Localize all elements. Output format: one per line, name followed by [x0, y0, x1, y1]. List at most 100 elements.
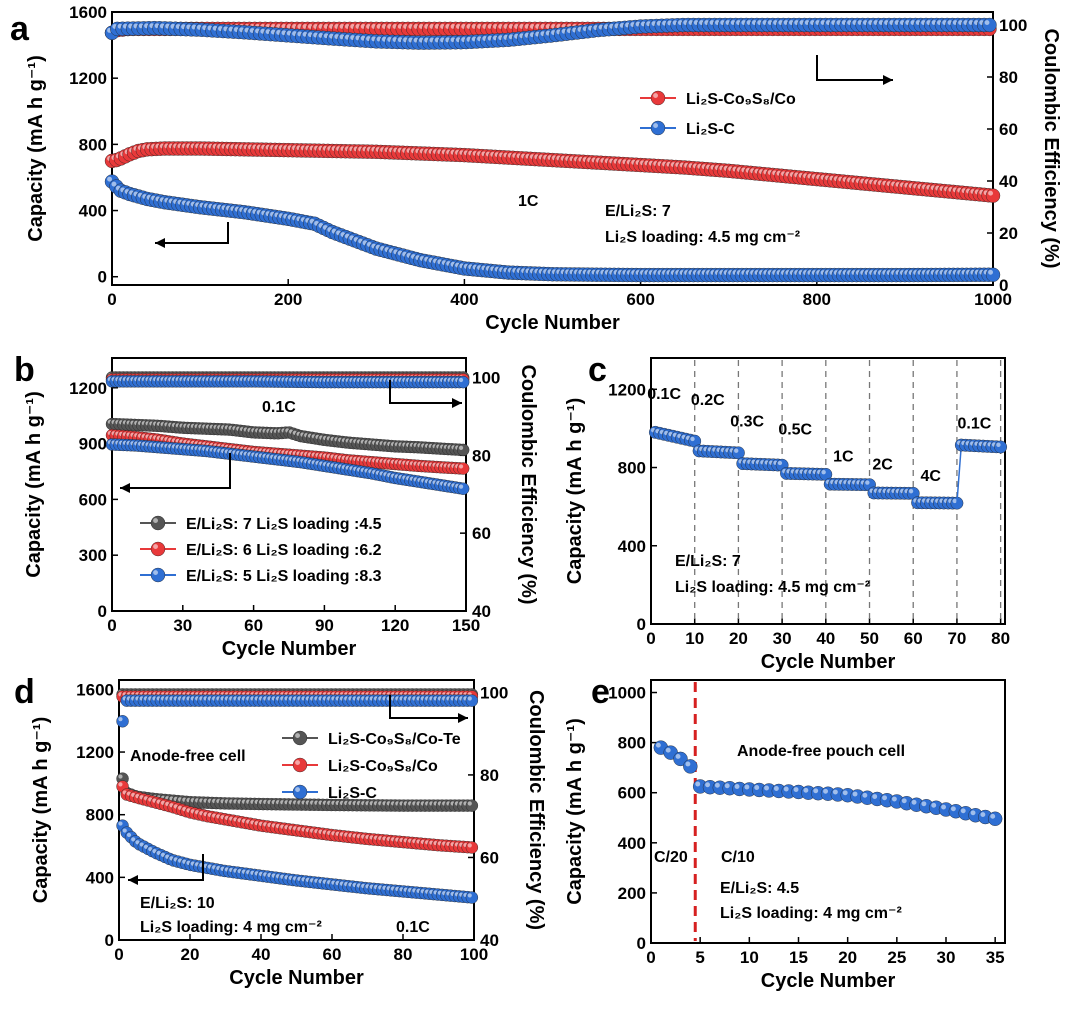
c-xtick-label: 70	[947, 629, 966, 648]
d-rate-label: 0.1C	[396, 919, 430, 936]
e-ytick-label: 800	[618, 734, 646, 753]
b-xtick-label: 60	[244, 616, 263, 635]
a-left-axis-arrow-head	[155, 238, 165, 248]
e-point-shine	[675, 754, 681, 759]
c-rate-label: 0.1C	[647, 386, 681, 403]
e-point	[987, 811, 1003, 826]
d-legend-marker	[292, 784, 308, 800]
e-xtick-label: 20	[838, 948, 857, 967]
d-y2tick-label: 100	[480, 683, 508, 702]
b-legend-marker-shine	[153, 518, 158, 523]
e-point-shine	[842, 790, 848, 796]
d-blue-point-shine	[122, 828, 127, 833]
d-blue-point-shine	[118, 821, 123, 826]
d-y2tick-label: 80	[480, 766, 499, 785]
e-point-shine	[773, 786, 779, 791]
a-y2tick-label: 80	[999, 68, 1018, 87]
b-ytick-label: 900	[79, 435, 107, 454]
panel-label-e: e	[591, 673, 610, 711]
e-point-shine	[714, 782, 720, 788]
b-red-point-shine	[458, 464, 464, 469]
b-blue-point	[456, 482, 470, 495]
d-right-axis-arrow-head	[458, 713, 468, 723]
e-point-shine	[793, 787, 799, 792]
a-y2tick-label: 40	[999, 172, 1018, 191]
b-blue-point-shine	[458, 484, 464, 489]
c-xtick-label: 80	[991, 629, 1010, 648]
b-rate-label: 0.1C	[262, 399, 296, 416]
e-ytick-label: 600	[618, 784, 646, 803]
d-blue-point	[465, 694, 479, 707]
a-y2tick-label: 60	[999, 120, 1018, 139]
c-xtick-label: 0	[646, 629, 655, 648]
d-gray-point	[465, 799, 479, 812]
a-red-point	[985, 188, 1001, 203]
b-y2label: Coulombic Efficiency (%)	[517, 364, 539, 604]
e-point	[683, 759, 698, 774]
c-ytick-label: 800	[618, 459, 646, 478]
d-red-point-shine	[118, 782, 123, 787]
d-legend-marker-shine	[295, 787, 300, 792]
a-blue-point-shine	[111, 181, 117, 187]
d-ratio-label: E/Li₂S: 10	[140, 895, 215, 912]
a-legend-label: Li₂S-Co₉S₈/Co	[686, 91, 796, 108]
e-point-shine	[891, 796, 897, 802]
e-xlabel: Cycle Number	[761, 970, 896, 992]
c-ylabel: Capacity (mA h g⁻¹)	[564, 398, 586, 585]
a-xtick-label: 400	[450, 290, 478, 309]
d-ytick-label: 400	[86, 868, 114, 887]
a-ytick-label: 800	[79, 135, 107, 154]
d-cell-label: Anode-free cell	[130, 748, 246, 765]
a-frame	[111, 11, 994, 286]
e-title-label: Anode-free pouch cell	[737, 743, 905, 760]
a-ratio-label: E/Li₂S: 7	[605, 203, 671, 220]
b-y2tick-label: 80	[472, 446, 491, 465]
panel-label-a: a	[10, 10, 30, 48]
a-y2tick-label: 100	[999, 16, 1027, 35]
e-xtick-label: 35	[986, 948, 1005, 967]
b-blue-point-shine	[458, 377, 464, 383]
d-left-axis-arrow-head	[128, 875, 138, 885]
b-xtick-label: 120	[381, 616, 409, 635]
c-point-shine	[690, 436, 695, 442]
b-legend-label: E/Li₂S: 5 Li₂S loading :8.3	[186, 568, 382, 585]
c-point-shine	[865, 480, 870, 485]
a-loading-label: Li₂S loading: 4.5 mg cm⁻²	[605, 229, 800, 246]
d-loading-label: Li₂S loading: 4 mg cm⁻²	[140, 919, 322, 936]
e-xtick-label: 0	[646, 948, 655, 967]
c-point-shine	[996, 442, 1001, 447]
b-xtick-label: 0	[107, 616, 116, 635]
a-y2tick-label: 20	[999, 224, 1018, 243]
e-point-shine	[734, 784, 740, 789]
d-ytick-label: 1200	[76, 743, 114, 762]
c-xtick-label: 10	[685, 629, 704, 648]
c-point-shine	[821, 470, 826, 475]
c-ytick-label: 0	[637, 615, 646, 634]
a-xtick-label: 600	[626, 290, 654, 309]
a-blue-point	[982, 17, 997, 33]
d-blue-point-shine	[118, 717, 123, 722]
b-xtick-label: 150	[452, 616, 480, 635]
a-y2label: Coulombic Efficiency (%)	[1040, 28, 1062, 268]
a-xtick-label: 0	[107, 290, 116, 309]
d-ytick-label: 0	[105, 931, 114, 950]
a-left-axis-arrow	[155, 222, 229, 244]
b-left-axis-arrow	[120, 453, 231, 489]
d-blue-point	[465, 891, 479, 904]
d-red-point	[465, 841, 479, 854]
b-ytick-label: 0	[98, 602, 107, 621]
b-legend-marker	[150, 515, 166, 531]
d-xtick-label: 60	[323, 945, 342, 964]
c-xtick-label: 30	[773, 629, 792, 648]
c-loading-label: Li₂S loading: 4.5 mg cm⁻²	[675, 579, 870, 596]
e-point-shine	[813, 788, 819, 794]
e-loading-label: Li₂S loading: 4 mg cm⁻²	[720, 905, 902, 922]
e-point-shine	[980, 812, 986, 818]
e-c20-label: C/20	[654, 849, 688, 866]
c-xtick-label: 20	[729, 629, 748, 648]
b-legend-label: E/Li₂S: 6 Li₂S loading :6.2	[186, 542, 382, 559]
e-point-shine	[921, 801, 927, 807]
e-ytick-label: 0	[637, 934, 646, 953]
c-rate-label: 0.3C	[730, 413, 764, 430]
